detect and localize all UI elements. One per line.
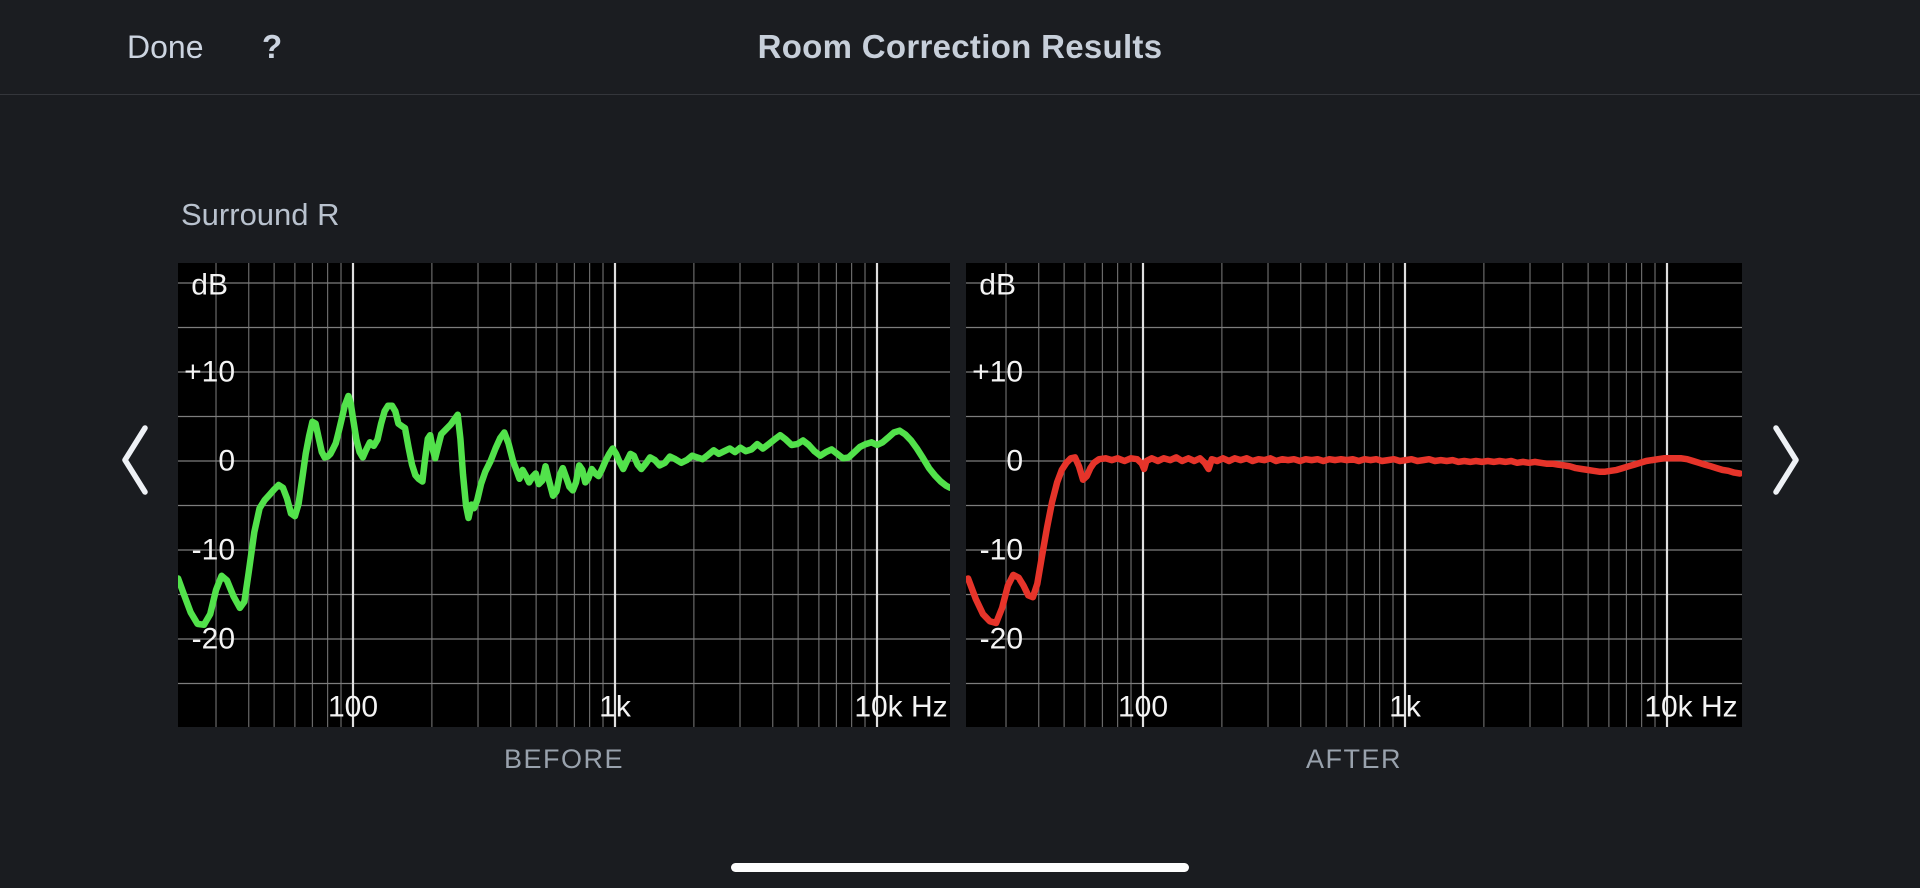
after-caption: AFTER — [1305, 744, 1402, 774]
after-chart-plot: dB +10 0 -10 -20 100 1k 10k Hz — [966, 263, 1742, 727]
chevron-right-icon — [1773, 425, 1799, 495]
svg-text:1k: 1k — [599, 691, 632, 724]
next-channel-button[interactable] — [1757, 415, 1817, 505]
svg-text:100: 100 — [1118, 691, 1168, 724]
svg-text:10k Hz: 10k Hz — [1644, 691, 1737, 724]
previous-channel-button[interactable] — [104, 415, 164, 505]
svg-text:-10: -10 — [980, 534, 1023, 567]
svg-text:dB: dB — [191, 269, 228, 302]
svg-text:0: 0 — [218, 445, 235, 478]
svg-text:10k Hz: 10k Hz — [854, 691, 947, 724]
before-caption: BEFORE — [503, 744, 625, 774]
svg-text:+10: +10 — [184, 356, 235, 389]
svg-text:-20: -20 — [980, 623, 1023, 656]
channel-label: Surround R — [181, 197, 340, 232]
nav-bar: Done ? Room Correction Results — [0, 0, 1920, 95]
svg-text:+10: +10 — [972, 356, 1023, 389]
help-button[interactable]: ? — [262, 0, 282, 94]
svg-text:-20: -20 — [192, 623, 235, 656]
svg-text:100: 100 — [328, 691, 378, 724]
svg-text:1k: 1k — [1389, 691, 1422, 724]
svg-text:-10: -10 — [192, 534, 235, 567]
done-button[interactable]: Done — [127, 0, 204, 94]
before-chart-plot: dB +10 0 -10 -20 100 1k 10k Hz — [178, 263, 950, 727]
home-indicator[interactable] — [731, 863, 1189, 872]
svg-text:dB: dB — [979, 269, 1016, 302]
page-title: Room Correction Results — [757, 28, 1163, 65]
before-chart: dB +10 0 -10 -20 100 1k 10k Hz — [178, 263, 950, 727]
after-chart: dB +10 0 -10 -20 100 1k 10k Hz — [966, 263, 1742, 727]
chevron-left-icon — [122, 425, 148, 495]
svg-text:0: 0 — [1006, 445, 1023, 478]
